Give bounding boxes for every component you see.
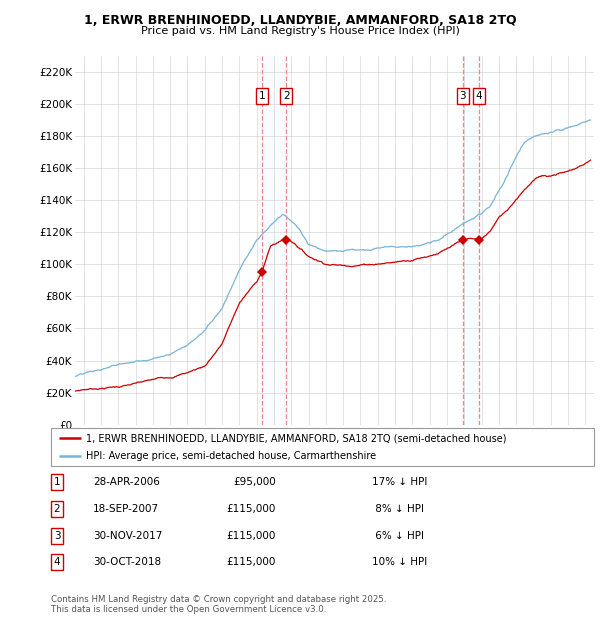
Text: £115,000: £115,000 (227, 504, 276, 514)
Text: 3: 3 (460, 91, 466, 101)
Text: Contains HM Land Registry data © Crown copyright and database right 2025.: Contains HM Land Registry data © Crown c… (51, 595, 386, 604)
Bar (262, 56, 286, 425)
Text: 18-SEP-2007: 18-SEP-2007 (93, 504, 159, 514)
Text: 1, ERWR BRENHINOEDD, LLANDYBIE, AMMANFORD, SA18 2TQ: 1, ERWR BRENHINOEDD, LLANDYBIE, AMMANFOR… (83, 14, 517, 27)
Text: 4: 4 (475, 91, 482, 101)
Text: 4: 4 (53, 557, 61, 567)
Text: 2: 2 (53, 504, 61, 514)
Text: 10% ↓ HPI: 10% ↓ HPI (372, 557, 427, 567)
Bar (463, 56, 479, 425)
Text: £115,000: £115,000 (227, 531, 276, 541)
Text: 17% ↓ HPI: 17% ↓ HPI (372, 477, 427, 487)
Text: £95,000: £95,000 (233, 477, 276, 487)
Text: 6% ↓ HPI: 6% ↓ HPI (372, 531, 424, 541)
Text: 30-NOV-2017: 30-NOV-2017 (93, 531, 163, 541)
Text: HPI: Average price, semi-detached house, Carmarthenshire: HPI: Average price, semi-detached house,… (86, 451, 376, 461)
Text: 2: 2 (283, 91, 290, 101)
FancyBboxPatch shape (51, 428, 594, 466)
Text: 3: 3 (53, 531, 61, 541)
Text: Price paid vs. HM Land Registry's House Price Index (HPI): Price paid vs. HM Land Registry's House … (140, 26, 460, 36)
Text: 8% ↓ HPI: 8% ↓ HPI (372, 504, 424, 514)
Text: 30-OCT-2018: 30-OCT-2018 (93, 557, 161, 567)
Text: 1: 1 (53, 477, 61, 487)
Text: 1, ERWR BRENHINOEDD, LLANDYBIE, AMMANFORD, SA18 2TQ (semi-detached house): 1, ERWR BRENHINOEDD, LLANDYBIE, AMMANFOR… (86, 433, 507, 443)
Text: £115,000: £115,000 (227, 557, 276, 567)
Text: 1: 1 (259, 91, 265, 101)
Text: 28-APR-2006: 28-APR-2006 (93, 477, 160, 487)
Text: This data is licensed under the Open Government Licence v3.0.: This data is licensed under the Open Gov… (51, 605, 326, 614)
